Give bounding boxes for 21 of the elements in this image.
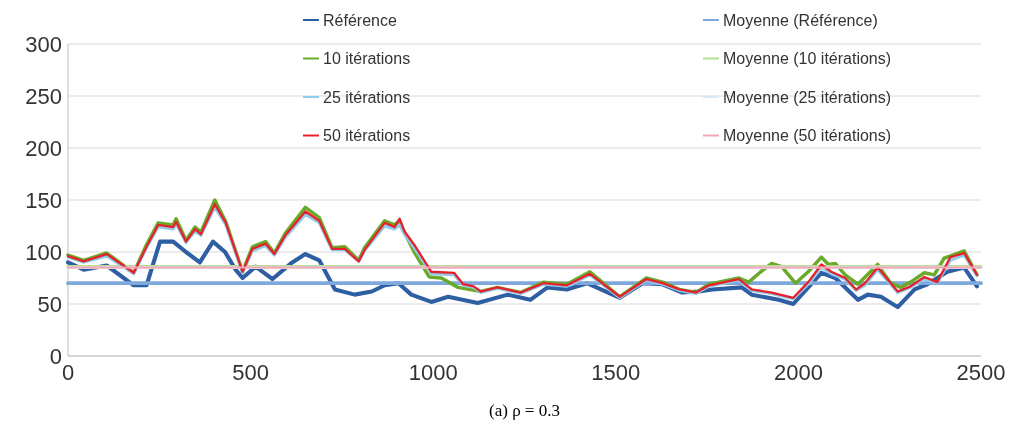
y-tick-label: 0 (49, 343, 62, 369)
x-tick-label: 2500 (956, 360, 1006, 385)
y-tick-label: 250 (25, 83, 62, 109)
x-tick-label: 1500 (591, 360, 641, 385)
x-tick-label: 500 (232, 360, 269, 385)
x-tick-label: 1000 (408, 360, 458, 385)
legend-label: Moyenne (25 itérations) (723, 88, 892, 106)
y-tick-label: 150 (25, 187, 62, 213)
legend-label: Référence (323, 11, 397, 29)
legend-label: 25 itérations (323, 88, 411, 106)
legend-label: Moyenne (50 itérations) (723, 127, 892, 145)
text: (a) ρ = 0.3 (489, 401, 560, 420)
legend-label: Moyenne (10 itérations) (723, 50, 892, 68)
legend-label: Moyenne (Référence) (723, 11, 878, 29)
y-tick-label: 50 (37, 291, 62, 317)
legend-label: 50 itérations (323, 127, 411, 145)
y-tick-label: 200 (25, 135, 62, 161)
legend-label: 10 itérations (323, 50, 411, 68)
x-tick-label: 2000 (773, 360, 823, 385)
y-tick-label: 300 (25, 31, 62, 57)
y-tick-label: 100 (25, 239, 62, 265)
